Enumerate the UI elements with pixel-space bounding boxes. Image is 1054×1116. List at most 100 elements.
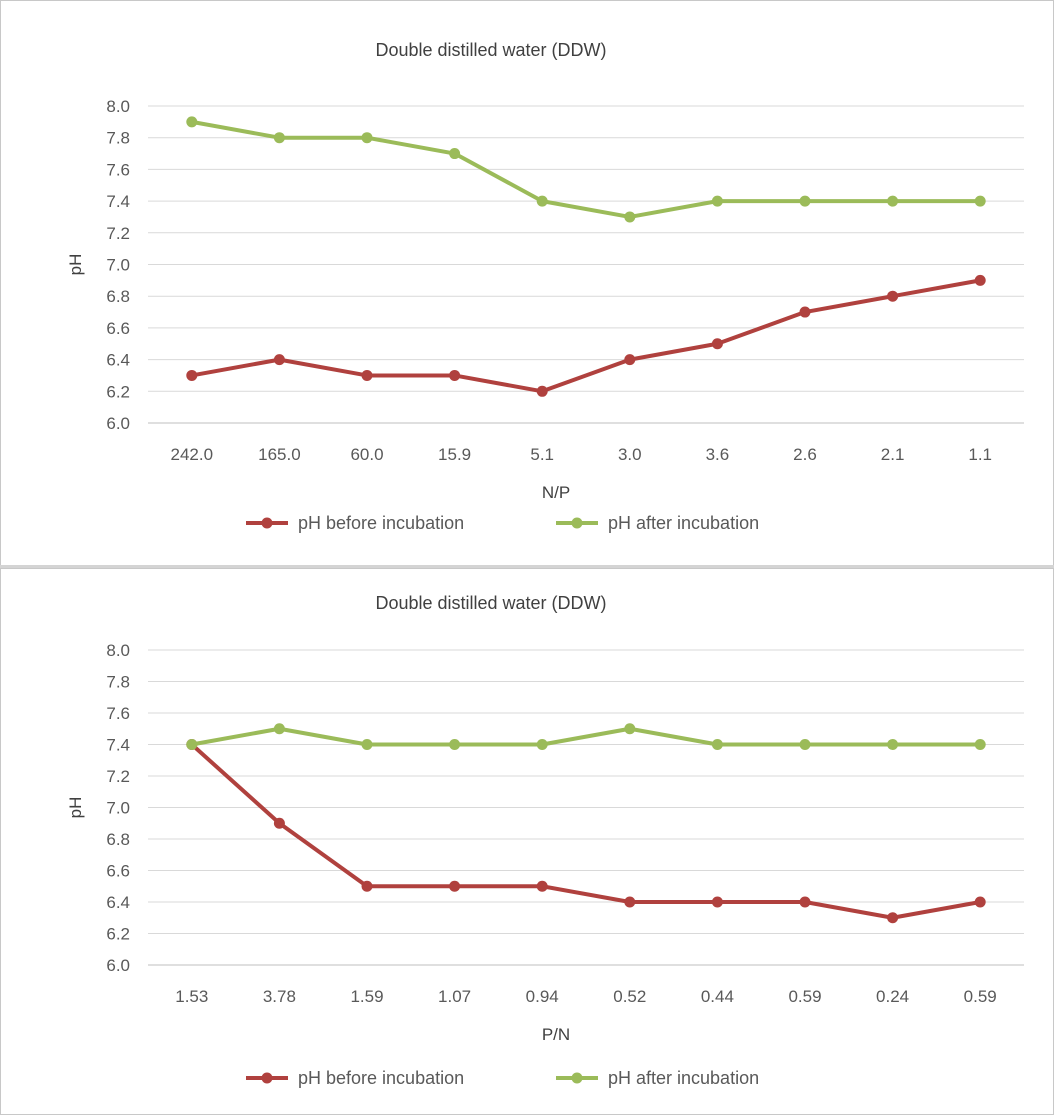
- data-point: [186, 739, 198, 750]
- y-tick-label: 7.0: [106, 799, 130, 818]
- x-tick-label: 2.6: [793, 445, 817, 464]
- legend-marker: [571, 517, 583, 529]
- line-chart-top: Double distilled water (DDW) 6.0 6.2 6.4 6.6…: [66, 40, 1024, 533]
- data-point: [711, 338, 723, 350]
- y-tick-label: 6.0: [106, 956, 130, 975]
- y-tick-label: 6.0: [106, 414, 130, 433]
- x-tick-label: 3.6: [706, 445, 730, 464]
- y-tick-label: 7.4: [106, 736, 130, 755]
- series-line-before: [189, 278, 983, 394]
- y-tick-label: 7.2: [106, 767, 130, 786]
- x-tick-label: 0.44: [701, 987, 734, 1006]
- line-chart-bottom: Double distilled water (DDW) 6.0 6.2 6.4 6.6…: [66, 593, 1024, 1088]
- data-point: [449, 880, 461, 892]
- data-point: [799, 306, 811, 318]
- data-point: [887, 912, 899, 924]
- y-tick-label: 6.4: [106, 893, 130, 912]
- y-tick-label: 6.8: [106, 287, 130, 306]
- data-point: [887, 739, 899, 750]
- y-tick-label: 7.2: [106, 224, 130, 243]
- legend-label: pH before incubation: [298, 1068, 464, 1088]
- data-point: [711, 896, 723, 908]
- data-point: [624, 211, 636, 223]
- data-point: [361, 880, 373, 892]
- data-point: [799, 195, 811, 207]
- y-tick-label: 6.2: [106, 925, 130, 944]
- data-point: [536, 739, 548, 750]
- data-point: [536, 195, 548, 207]
- data-point: [449, 369, 461, 381]
- y-tick-label: 6.6: [106, 862, 130, 881]
- data-point: [361, 369, 373, 381]
- x-tick-label: 165.0: [258, 445, 301, 464]
- data-point: [624, 723, 636, 735]
- data-point: [186, 369, 198, 381]
- y-tick-label: 6.4: [106, 351, 130, 370]
- y-tick-label: 8.0: [106, 97, 130, 116]
- y-tick-label: 6.8: [106, 830, 130, 849]
- legend-label: pH after incubation: [608, 513, 759, 533]
- data-point: [711, 195, 723, 207]
- y-tick-label: 6.2: [106, 382, 130, 401]
- series-line-after: [189, 119, 983, 219]
- data-point: [536, 385, 548, 397]
- x-tick-label: 242.0: [171, 445, 214, 464]
- x-tick-label: 1.53: [175, 987, 208, 1006]
- y-tick-label: 8.0: [106, 641, 130, 660]
- legend-marker: [261, 1072, 273, 1084]
- x-tick-label: 3.78: [263, 987, 296, 1006]
- y-tick-label: 7.8: [106, 129, 130, 148]
- data-point: [974, 739, 986, 750]
- data-point: [273, 132, 285, 144]
- legend-marker: [261, 517, 273, 529]
- x-tick-label: 0.52: [613, 987, 646, 1006]
- y-tick-label: 7.4: [106, 192, 130, 211]
- x-tick-label: 60.0: [350, 445, 383, 464]
- data-point: [974, 896, 986, 908]
- data-point: [186, 116, 198, 128]
- x-tick-label: 15.9: [438, 445, 471, 464]
- data-point: [273, 354, 285, 366]
- legend-label: pH after incubation: [608, 1068, 759, 1088]
- data-point: [887, 195, 899, 207]
- y-axis-title: pH: [66, 797, 85, 819]
- chart-title: Double distilled water (DDW): [375, 593, 606, 613]
- x-tick-label: 1.07: [438, 987, 471, 1006]
- y-axis-title: pH: [66, 254, 85, 276]
- data-point: [799, 739, 811, 750]
- data-point: [361, 132, 373, 144]
- x-tick-label: 0.24: [876, 987, 909, 1006]
- data-point: [536, 880, 548, 892]
- y-tick-label: 7.6: [106, 704, 130, 723]
- data-point: [361, 739, 373, 750]
- data-point: [449, 739, 461, 750]
- y-tick-label: 7.6: [106, 160, 130, 179]
- y-tick-label: 7.8: [106, 673, 130, 692]
- data-point: [799, 896, 811, 908]
- x-tick-label: 0.59: [964, 987, 997, 1006]
- chart-panel-bottom: Double distilled water (DDW) 6.0 6.2 6.4 6.6…: [0, 568, 1054, 1115]
- x-tick-label: 1.1: [968, 445, 992, 464]
- x-tick-label: 0.59: [788, 987, 821, 1006]
- chart-panel-top: Double distilled water (DDW) 6.0 6.2 6.4 6.6…: [0, 0, 1054, 566]
- data-point: [974, 274, 986, 286]
- x-tick-label: 3.0: [618, 445, 642, 464]
- data-point: [887, 290, 899, 302]
- data-point: [974, 195, 986, 207]
- legend-marker: [571, 1072, 583, 1084]
- x-tick-label: 2.1: [881, 445, 905, 464]
- legend-label: pH before incubation: [298, 513, 464, 533]
- data-point: [624, 896, 636, 908]
- data-point: [624, 354, 636, 366]
- panel-divider: [0, 565, 1054, 569]
- y-tick-label: 6.6: [106, 319, 130, 338]
- data-point: [273, 817, 285, 829]
- data-point: [273, 723, 285, 735]
- x-axis-title: N/P: [542, 483, 570, 502]
- series-line-after: [189, 726, 983, 747]
- data-point: [711, 739, 723, 750]
- data-point: [449, 148, 461, 160]
- x-tick-label: 1.59: [350, 987, 383, 1006]
- y-tick-label: 7.0: [106, 256, 130, 275]
- x-tick-label: 0.94: [526, 987, 559, 1006]
